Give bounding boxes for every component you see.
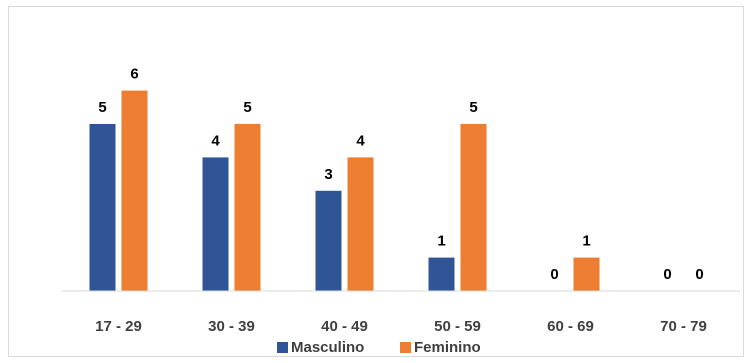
bar-masculino-40-49 [315, 190, 342, 291]
x-tick-label-70-79: 70 - 79 [660, 318, 707, 335]
bar-feminino-60-69 [573, 257, 600, 291]
bar-feminino-30-39 [234, 124, 261, 291]
data-label-feminino-60-69: 1 [582, 233, 590, 250]
data-label-feminino-70-79: 0 [695, 266, 703, 283]
legend-swatch-masculino [277, 342, 288, 353]
legend-label-masculino: Masculino [291, 339, 364, 356]
x-tick-label-50-59: 50 - 59 [434, 318, 481, 335]
data-labels-layer: 5 6 4 5 3 4 1 5 0 1 0 0 [98, 66, 703, 283]
bar-masculino-50-59 [428, 257, 455, 291]
x-tick-label-40-49: 40 - 49 [321, 318, 368, 335]
x-tick-labels: 17 - 29 30 - 39 40 - 49 50 - 59 60 - 69 70 - … [95, 318, 707, 335]
data-label-feminino-40-49: 4 [356, 132, 365, 149]
data-label-feminino-50-59: 5 [469, 99, 477, 116]
bar-feminino-40-49 [347, 157, 374, 291]
bar-masculino-30-39 [202, 157, 229, 291]
legend-swatch-feminino [400, 342, 411, 353]
data-label-masculino-60-69: 0 [550, 266, 558, 283]
legend-label-feminino: Feminino [414, 339, 481, 356]
legend: Masculino Feminino [277, 339, 481, 356]
data-label-masculino-40-49: 3 [324, 166, 332, 183]
x-tick-label-60-69: 60 - 69 [547, 318, 594, 335]
data-label-masculino-30-39: 4 [211, 132, 220, 149]
data-label-feminino-17-29: 6 [130, 66, 138, 83]
data-label-masculino-17-29: 5 [98, 99, 106, 116]
bar-masculino-17-29 [89, 124, 116, 291]
x-tick-label-30-39: 30 - 39 [208, 318, 255, 335]
bar-feminino-50-59 [460, 124, 487, 291]
bar-feminino-17-29 [121, 90, 148, 291]
bars-layer [89, 90, 600, 291]
data-label-masculino-70-79: 0 [663, 266, 671, 283]
x-tick-label-17-29: 17 - 29 [95, 318, 142, 335]
data-label-feminino-30-39: 5 [243, 99, 251, 116]
data-label-masculino-50-59: 1 [437, 233, 445, 250]
